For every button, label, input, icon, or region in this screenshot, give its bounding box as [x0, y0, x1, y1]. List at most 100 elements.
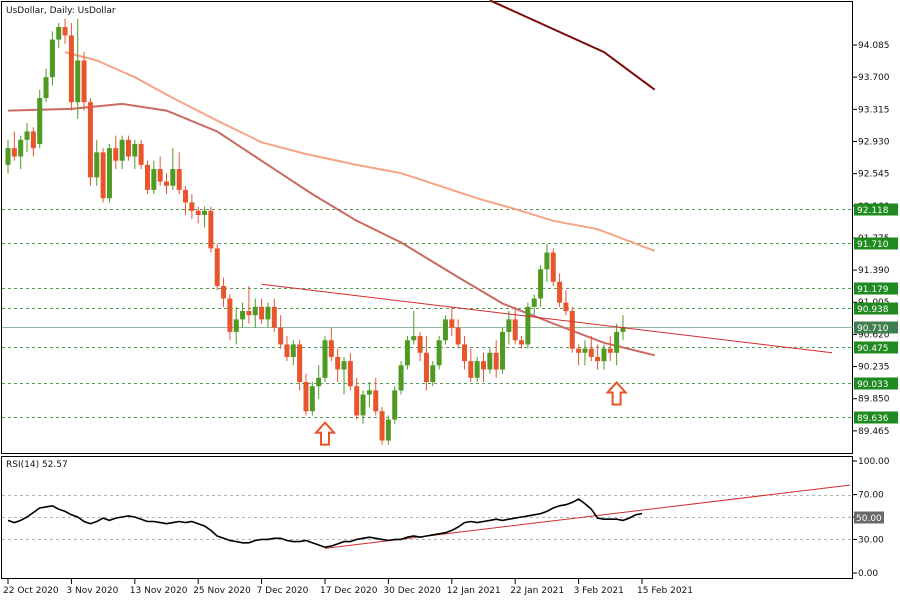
bear-candle: [87, 102, 93, 178]
bear-candle: [354, 386, 360, 416]
bear-candle: [246, 311, 252, 316]
bear-candle: [125, 139, 131, 157]
bear-candle: [493, 352, 499, 370]
up-arrow-icon: [605, 381, 628, 406]
bear-candle: [449, 319, 455, 328]
rsi-series-line: [7, 498, 643, 549]
bull-candle: [202, 210, 208, 215]
rsi-panel[interactable]: RSI(14) 52.57: [1, 456, 854, 579]
rsi-line: [7, 498, 643, 549]
bear-candle: [595, 356, 601, 362]
level-tag-label: 89.636: [857, 414, 889, 424]
up-arrow-icon: [313, 421, 337, 446]
bear-candle: [183, 189, 189, 203]
time-axis-label: 3 Feb 2021: [574, 586, 624, 596]
bull-candle: [404, 340, 410, 366]
price-panel[interactable]: UsDollar, Daily: UsDollar: [1, 0, 854, 454]
time-axis-label: 15 Feb 2021: [637, 586, 693, 596]
time-axis-label: 7 Dec 2020: [257, 586, 309, 596]
bear-candle: [195, 210, 201, 215]
rsi-support-trendline: [324, 484, 851, 549]
bear-candle: [68, 35, 74, 103]
rsi-axis-label: 0.00: [858, 569, 878, 579]
bull-candle: [151, 169, 157, 190]
bear-candle: [588, 348, 594, 357]
candlesticks: [5, 18, 626, 445]
bear-candle: [373, 390, 379, 412]
rsi-title: RSI(14) 52.57: [6, 460, 68, 470]
bear-candle: [164, 181, 169, 186]
bull-candle: [411, 336, 417, 341]
bear-candle: [284, 344, 290, 357]
current-price-label: 90.710: [857, 324, 889, 334]
moving-average-ma_mid: [7, 102, 655, 357]
bear-candle: [278, 327, 284, 345]
price-axis-label: 90.620: [858, 330, 890, 340]
bear-candle: [481, 361, 486, 370]
bull-candle: [37, 98, 43, 144]
bull-candle: [18, 139, 24, 157]
bear-candle: [144, 164, 150, 190]
bear-candle: [563, 302, 569, 312]
bull-candle: [620, 326, 626, 332]
bear-candle: [81, 60, 87, 103]
bear-candle: [62, 27, 68, 36]
level-tag-label: 90.033: [857, 380, 889, 390]
time-axis: 22 Oct 2020 3 Nov 2020 13 Nov 2020 25 Nov 2…: [3, 579, 693, 596]
rsi-axis-label: 100.00: [858, 457, 890, 467]
bull-candle: [233, 319, 239, 332]
bear-candle: [138, 143, 144, 165]
rsi-trendline: [324, 484, 851, 549]
rsi-current-tag: [854, 511, 884, 524]
level-tag: [854, 282, 898, 295]
bear-candle: [100, 152, 106, 199]
level-tag-label: 91.710: [857, 240, 889, 250]
bear-candle: [347, 361, 353, 387]
price-panel-frame: [1, 1, 853, 454]
bear-candle: [423, 352, 429, 383]
bear-candle: [569, 311, 575, 349]
bear-candle: [550, 252, 556, 282]
time-axis-label: 13 Nov 2020: [130, 586, 188, 596]
bull-candle: [366, 390, 372, 395]
bull-candle: [601, 348, 607, 362]
price-axis-label: 92.545: [858, 170, 890, 180]
bull-candle: [265, 306, 271, 320]
bear-candle: [607, 348, 613, 353]
bear-candle: [214, 248, 220, 286]
level-tag: [854, 203, 898, 216]
bear-candle: [271, 306, 277, 328]
price-axis-label: 92.930: [858, 137, 890, 147]
rsi-levels: [2, 495, 853, 540]
bull-candle: [506, 319, 512, 332]
bear-candle: [208, 210, 214, 249]
level-tag: [854, 377, 898, 390]
bull-candle: [43, 77, 49, 99]
bull-candle: [398, 365, 404, 391]
time-axis-label: 12 Jan 2021: [447, 586, 501, 596]
bear-candle: [417, 336, 423, 353]
bear-candle: [455, 327, 461, 345]
chart-title: UsDollar, Daily: UsDollar: [6, 6, 116, 16]
bull-candle: [119, 139, 125, 161]
level-tag: [854, 237, 898, 250]
current-price-tag: [854, 321, 898, 334]
bear-candle: [189, 202, 195, 211]
bear-candle: [157, 169, 163, 182]
bull-candle: [341, 361, 347, 370]
bull-candle: [582, 348, 588, 353]
bull-candle: [474, 361, 480, 378]
bear-candle: [379, 411, 385, 441]
level-tag: [854, 341, 898, 354]
time-axis-label: 30 Dec 2020: [383, 586, 441, 596]
price-axis-label: 89.465: [858, 427, 890, 437]
bull-candle: [94, 152, 100, 178]
bear-candle: [297, 344, 303, 383]
bear-candle: [335, 356, 341, 370]
bull-candle: [309, 386, 315, 412]
price-axis-label: 93.315: [858, 105, 890, 115]
resistance-trendline: [261, 283, 833, 354]
bear-candle: [221, 285, 227, 299]
bull-candle: [170, 169, 176, 186]
